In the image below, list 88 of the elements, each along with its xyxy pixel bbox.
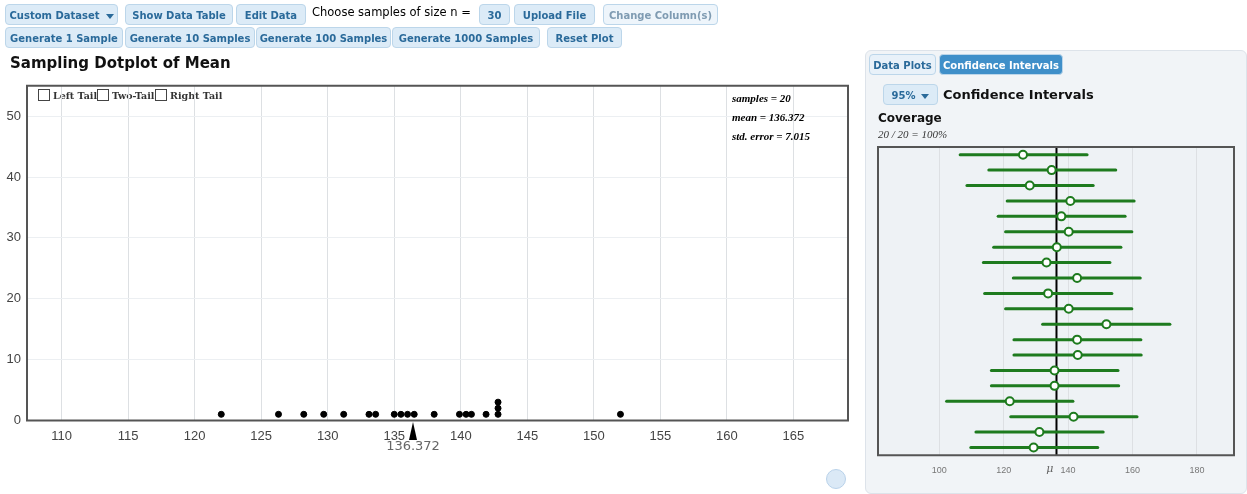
x-tick-label: 140 <box>449 427 472 443</box>
x-tick-label: 160 <box>716 427 738 443</box>
annotation: std. error = 7.015 <box>731 130 811 143</box>
text: Generate 10 Samples <box>125 27 255 48</box>
chart-title: Confidence Intervals <box>943 87 1094 102</box>
point <box>390 410 398 418</box>
text: 95% <box>883 84 938 105</box>
point <box>217 410 225 418</box>
point <box>1101 319 1112 330</box>
point <box>1051 242 1062 253</box>
x-tick-label: 140 <box>1060 465 1076 476</box>
point <box>1072 350 1083 361</box>
text: Generate 100 Samples <box>256 27 391 48</box>
x-tick-label: 120 <box>996 465 1012 476</box>
point <box>1041 257 1052 268</box>
text: Data Plots <box>869 54 936 75</box>
y-tick-label: 30 <box>6 229 21 245</box>
text: Confidence Intervals <box>939 54 1063 75</box>
chart-title: Sampling Dotplot of Mean <box>10 54 231 72</box>
point <box>1017 149 1028 160</box>
text: 30 <box>479 4 510 25</box>
point <box>482 410 490 418</box>
point <box>462 410 470 418</box>
y-tick-label: 0 <box>13 411 21 427</box>
point <box>1034 427 1045 438</box>
point <box>1046 165 1057 176</box>
text: Upload File <box>514 4 595 25</box>
point <box>1063 303 1074 314</box>
x-tick-label: 125 <box>250 427 273 443</box>
ref-line-label: μ <box>1046 461 1054 475</box>
annotation: Two-Tail <box>112 89 155 101</box>
x-tick-label: 145 <box>516 427 539 443</box>
x-tick-label: 130 <box>316 427 339 443</box>
y-tick-label: 40 <box>6 168 21 184</box>
point <box>1024 180 1035 191</box>
point <box>410 410 418 418</box>
y-tick-label: 10 <box>6 351 21 367</box>
point <box>467 410 475 418</box>
x-tick-label: 100 <box>931 465 947 476</box>
point <box>274 410 282 418</box>
point <box>1028 442 1039 453</box>
point <box>494 398 502 406</box>
text: Custom Dataset <box>5 4 118 25</box>
y-tick-label: 20 <box>6 290 21 306</box>
text: Generate 1 Sample <box>5 27 123 48</box>
text: Generate 1000 Samples <box>392 27 540 48</box>
point <box>1004 396 1015 407</box>
point <box>1068 411 1079 422</box>
text: Edit Data <box>236 4 306 25</box>
x-tick-label: 120 <box>183 427 206 443</box>
text: 136.372 <box>386 438 440 454</box>
point <box>365 410 373 418</box>
text: Choose samples of size n = <box>312 5 471 19</box>
point <box>1043 288 1054 299</box>
point <box>397 410 405 418</box>
x-tick-label: 115 <box>117 427 139 443</box>
annotation: samples = 20 <box>731 92 792 105</box>
text: Reset Plot <box>547 27 622 48</box>
annotation: mean = 136.372 <box>732 111 806 124</box>
text: Show Data Table <box>125 4 233 25</box>
point <box>320 410 328 418</box>
point <box>455 410 463 418</box>
point <box>1072 272 1083 283</box>
point <box>494 410 502 418</box>
chart-subtitle: Coverage <box>878 111 942 125</box>
point <box>340 410 348 418</box>
point <box>1049 380 1060 391</box>
text: Change Column(s) <box>603 4 718 25</box>
point <box>1063 226 1074 237</box>
point <box>430 410 438 418</box>
y-tick-label: 50 <box>6 107 21 123</box>
point <box>372 410 380 418</box>
point <box>300 410 308 418</box>
point <box>404 410 412 418</box>
point <box>1072 334 1083 345</box>
point <box>1065 195 1076 206</box>
point <box>616 410 624 418</box>
point <box>1056 211 1067 222</box>
x-tick-label: 110 <box>51 427 72 443</box>
x-tick-label: 165 <box>782 427 805 443</box>
x-tick-label: 155 <box>649 427 672 443</box>
x-tick-label: 160 <box>1125 465 1141 476</box>
text: 20 / 20 = 100% <box>878 128 948 141</box>
point <box>1049 365 1060 376</box>
x-tick-label: 150 <box>583 427 605 443</box>
x-tick-label: 180 <box>1189 465 1205 476</box>
annotation: Right Tail <box>170 89 223 101</box>
point <box>494 404 502 412</box>
